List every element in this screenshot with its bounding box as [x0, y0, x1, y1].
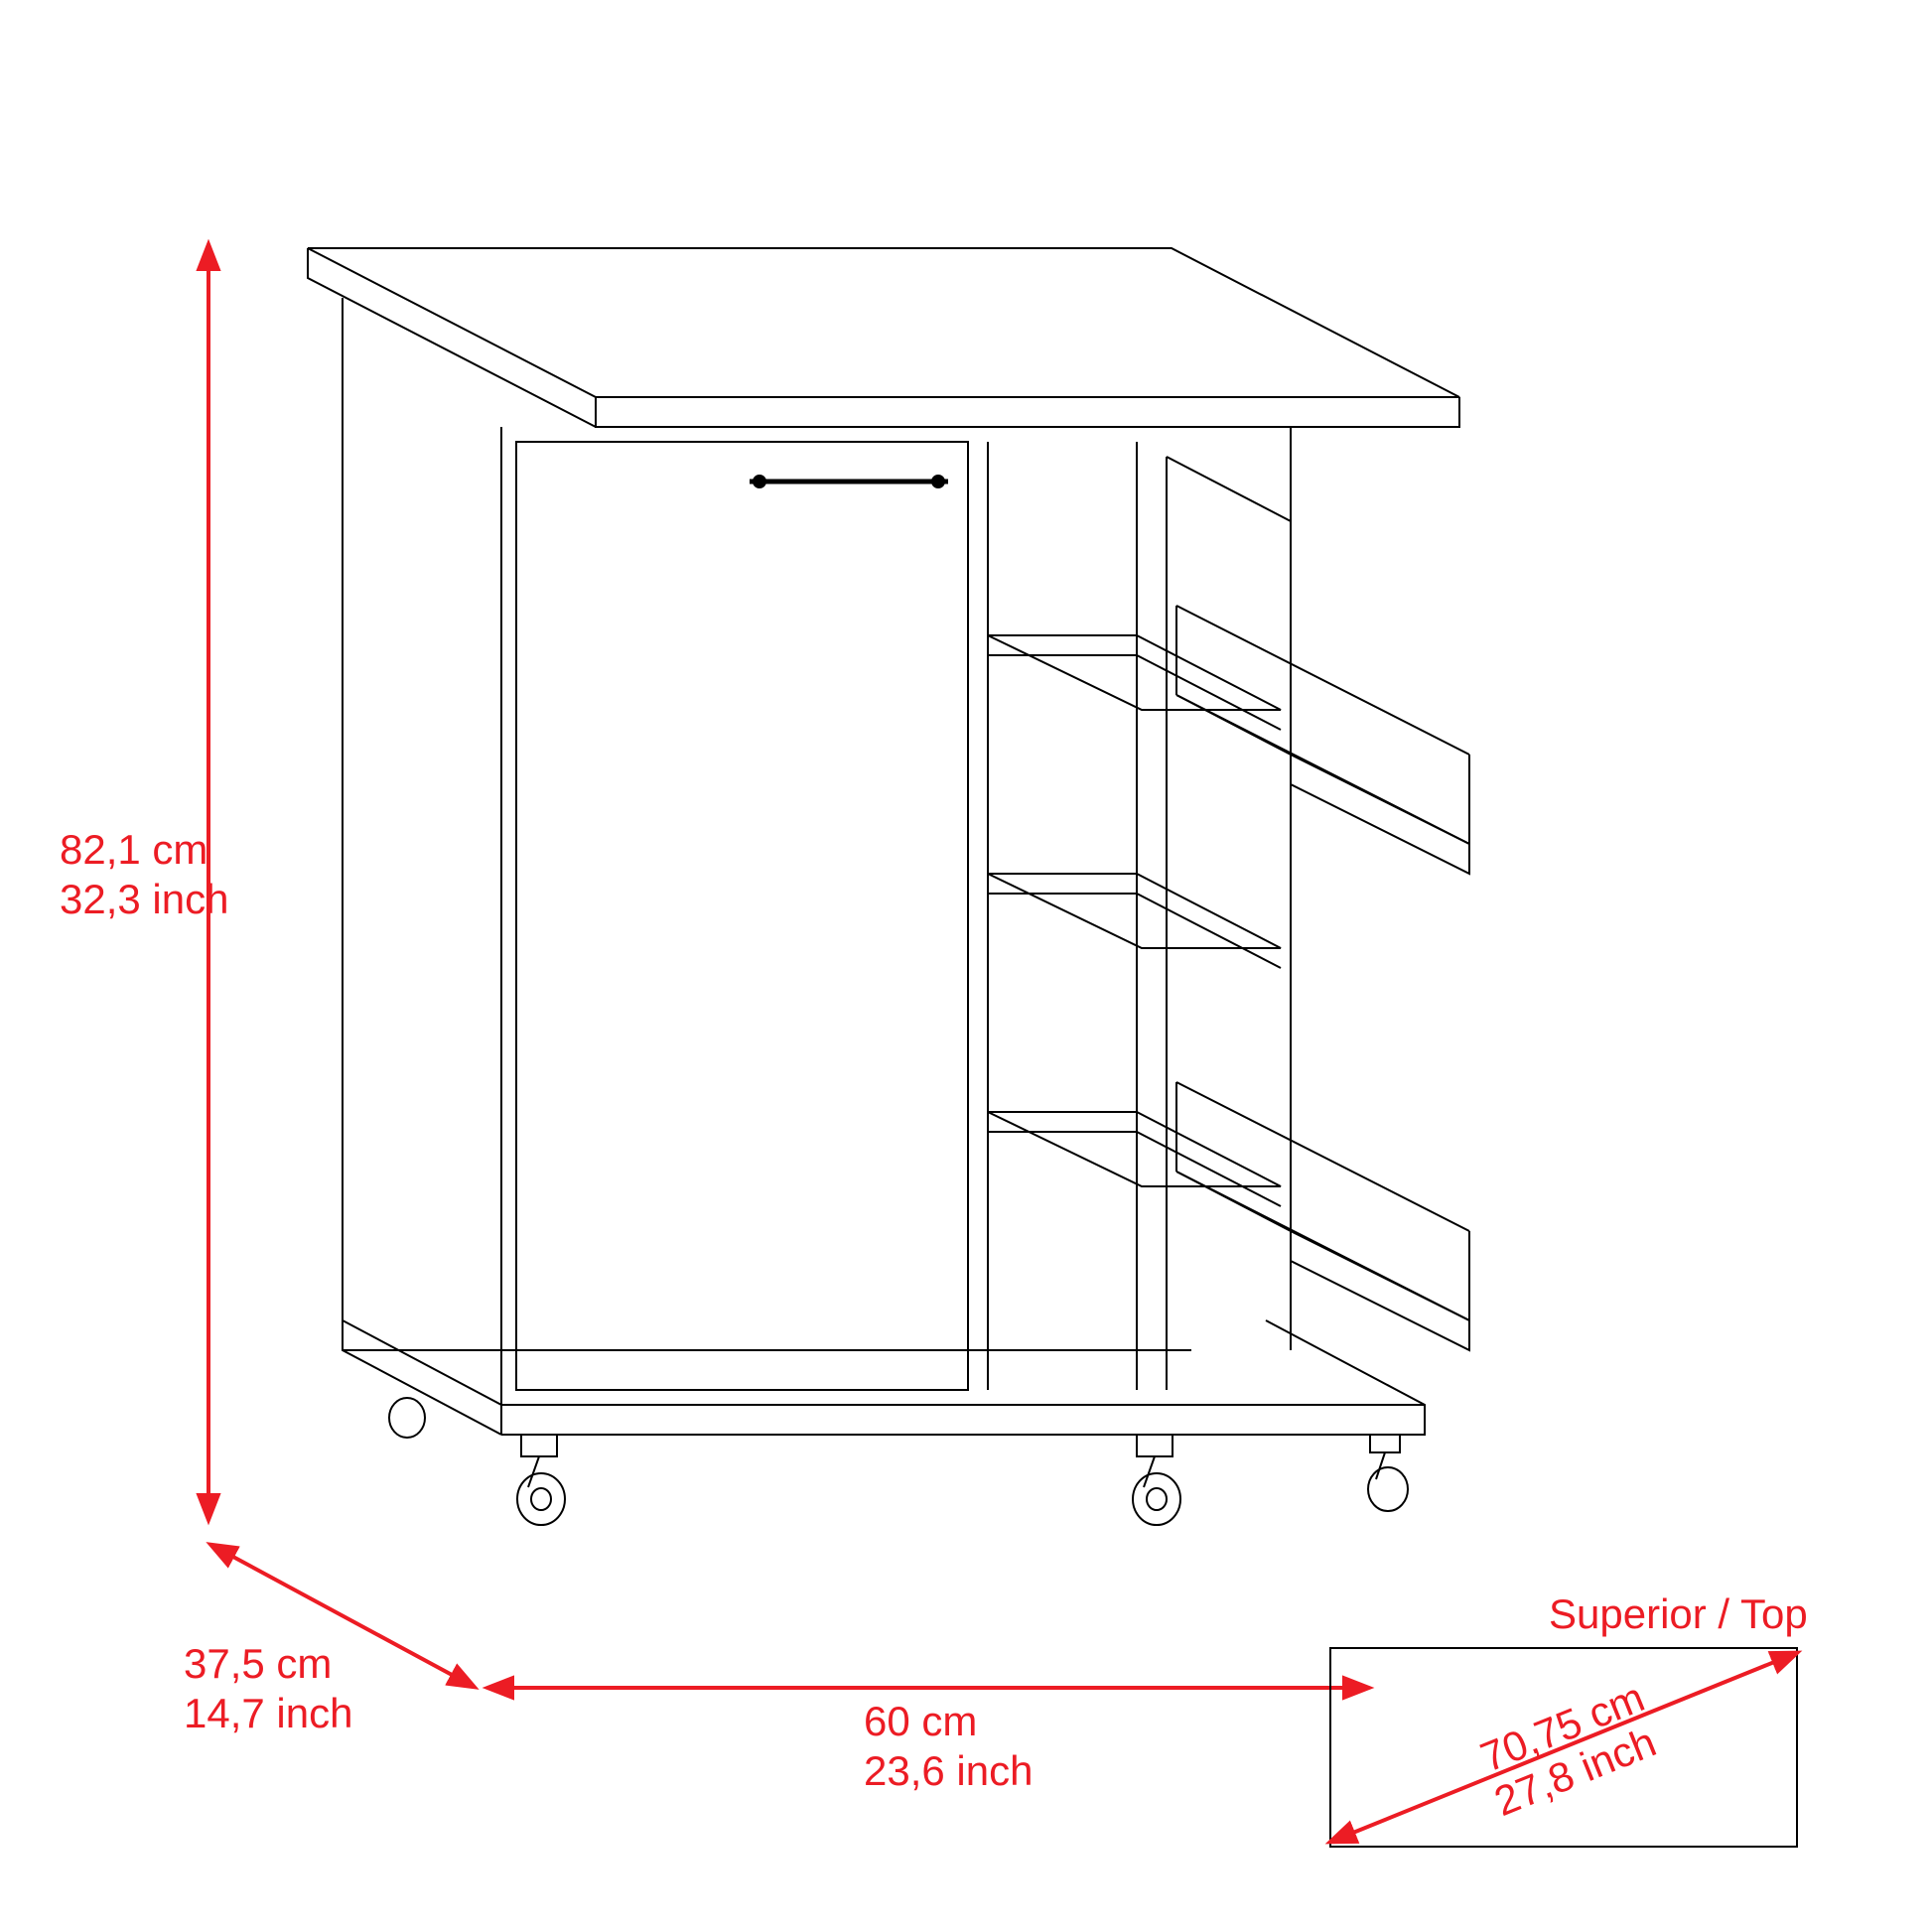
depth-in-label: 14,7 inch — [184, 1690, 352, 1736]
width-cm-label: 60 cm — [864, 1698, 977, 1744]
height-in-label: 32,3 inch — [60, 876, 228, 922]
side-basket-upper — [1176, 606, 1469, 874]
cabinet-drawing — [308, 248, 1469, 1525]
cabinet-door — [516, 442, 968, 1390]
internal-shelves — [988, 635, 1281, 1206]
dimension-diagram: 82,1 cm 32,3 inch 37,5 cm 14,7 inch 60 c… — [0, 0, 1932, 1932]
width-dimension: 60 cm 23,6 inch — [496, 1688, 1360, 1794]
depth-dimension: 37,5 cm 14,7 inch — [184, 1549, 467, 1736]
top-diagonal-box: Superior / Top 70,75 cm 27,8 inch — [1330, 1590, 1808, 1847]
top-title-label: Superior / Top — [1549, 1590, 1808, 1637]
caster-wheels — [389, 1398, 1408, 1525]
height-cm-label: 82,1 cm — [60, 826, 207, 873]
depth-cm-label: 37,5 cm — [184, 1640, 332, 1687]
side-basket-lower — [1176, 1082, 1469, 1350]
width-in-label: 23,6 inch — [864, 1747, 1033, 1794]
height-dimension: 82,1 cm 32,3 inch — [60, 253, 228, 1511]
